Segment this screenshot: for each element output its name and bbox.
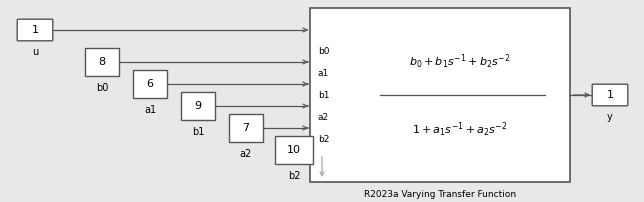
Text: b1: b1 bbox=[318, 91, 330, 100]
Text: 7: 7 bbox=[242, 123, 250, 133]
Text: b0: b0 bbox=[96, 83, 108, 93]
Text: a2: a2 bbox=[240, 149, 252, 159]
Text: 8: 8 bbox=[99, 57, 106, 67]
Text: a1: a1 bbox=[318, 69, 329, 78]
Text: b0: b0 bbox=[318, 47, 330, 56]
Bar bbox=[229, 114, 263, 142]
Bar bbox=[181, 92, 215, 120]
Bar bbox=[310, 8, 570, 182]
Text: 1: 1 bbox=[32, 25, 39, 35]
Bar bbox=[133, 70, 167, 98]
Text: 10: 10 bbox=[287, 145, 301, 155]
FancyBboxPatch shape bbox=[17, 19, 53, 41]
Text: a1: a1 bbox=[144, 105, 156, 115]
Text: u: u bbox=[32, 47, 38, 57]
Text: 6: 6 bbox=[146, 79, 153, 89]
Text: 9: 9 bbox=[194, 101, 202, 111]
Text: R2023a Varying Transfer Function: R2023a Varying Transfer Function bbox=[364, 190, 516, 199]
Text: b2: b2 bbox=[318, 135, 329, 144]
Text: $1 + a_1 s^{-1} + a_2 s^{-2}$: $1 + a_1 s^{-1} + a_2 s^{-2}$ bbox=[412, 121, 507, 139]
Text: b2: b2 bbox=[288, 171, 300, 181]
Text: a2: a2 bbox=[318, 113, 329, 122]
Bar bbox=[275, 136, 313, 164]
Bar bbox=[85, 48, 119, 76]
Text: 1: 1 bbox=[607, 90, 614, 100]
Text: b1: b1 bbox=[192, 127, 204, 137]
FancyBboxPatch shape bbox=[592, 84, 628, 106]
Text: $b_0 + b_1 s^{-1} + b_2 s^{-2}$: $b_0 + b_1 s^{-1} + b_2 s^{-2}$ bbox=[410, 53, 511, 71]
Text: y: y bbox=[607, 112, 613, 122]
